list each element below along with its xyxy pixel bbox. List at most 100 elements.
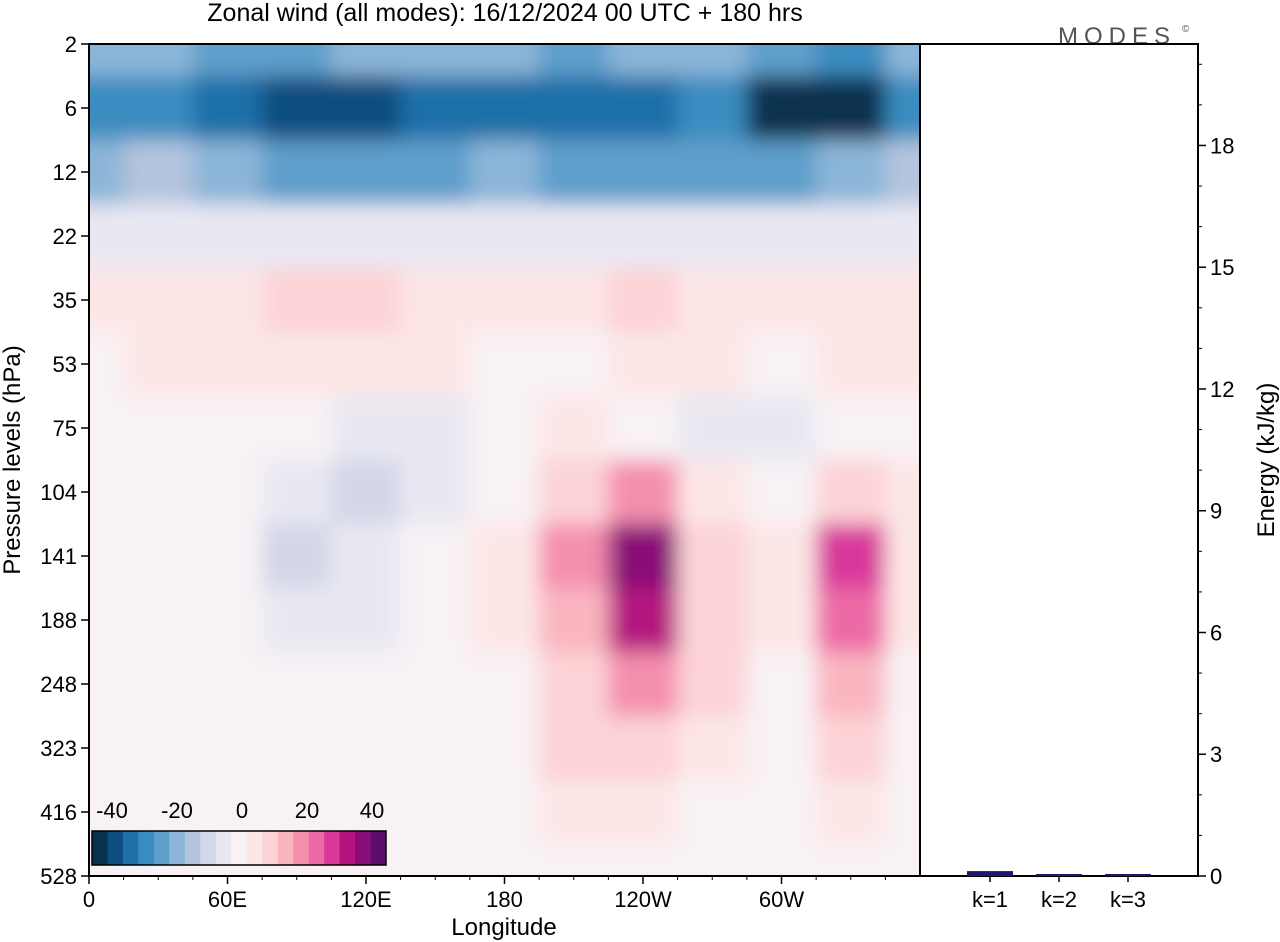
y-tick-label: 528 (40, 864, 77, 889)
heatmap-panel: 0 60E 120E 180 120W 60W 2 6 12 22 35 53 75 104 141 188… (40, 32, 921, 912)
heatmap-cell (89, 652, 125, 717)
colorbar-label: -20 (161, 798, 193, 823)
heatmap-cell (677, 396, 748, 461)
heatmap-cell (608, 140, 679, 205)
energy-bar (1036, 874, 1082, 876)
heatmap-cell (469, 780, 541, 845)
chart-title: Zonal wind (all modes): 16/12/2024 00 UT… (207, 0, 802, 27)
heatmap-cell (123, 140, 194, 205)
heatmap-cell (331, 204, 402, 269)
heatmap-cell (331, 396, 402, 461)
heatmap-cells (89, 44, 920, 876)
heatmap-cell (885, 204, 920, 269)
heatmap-cell (746, 460, 818, 525)
heatmap-cell (331, 332, 402, 397)
heatmap-cell (262, 652, 333, 717)
heatmap-cell (539, 652, 610, 717)
heatmap-cell (539, 780, 610, 845)
heatmap-cell (885, 332, 920, 397)
heatmap-cell (331, 588, 402, 653)
heatmap-cell (89, 460, 125, 525)
heatmap-cell (816, 716, 887, 781)
colorbar-labels: -40 -20 0 20 40 (96, 798, 384, 823)
heatmap-cell (816, 268, 887, 333)
heatmap-cell (123, 652, 194, 717)
x-tick-label: 120W (614, 887, 672, 912)
heatmap-cell (608, 268, 679, 333)
heatmap-cell (331, 268, 402, 333)
heatmap-cell (539, 588, 610, 653)
heatmap-cell (469, 332, 541, 397)
heatmap-cell (400, 716, 471, 781)
heatmap-cell (469, 716, 541, 781)
heatmap-cell (400, 524, 471, 589)
heatmap-cell (677, 332, 748, 397)
heatmap-cell (192, 652, 264, 717)
heatmap-cell (192, 524, 264, 589)
heatmap-cell (608, 716, 679, 781)
energy-tick-label: 12 (1210, 377, 1234, 402)
heatmap-cell (400, 204, 471, 269)
heatmap-cell (746, 780, 818, 845)
heatmap-cell (123, 268, 194, 333)
colorbar-swatch (231, 831, 248, 865)
heatmap-cell (469, 268, 541, 333)
colorbar-label: 0 (236, 798, 248, 823)
heatmap-cell (400, 460, 471, 525)
energy-y-ticks: 0 3 6 9 12 15 18 (1198, 63, 1234, 889)
heatmap-cell (469, 588, 541, 653)
heatmap-cell (192, 332, 264, 397)
colorbar-swatch (200, 831, 217, 865)
heatmap-cell (469, 844, 541, 876)
colorbar-swatch (339, 831, 356, 865)
heatmap-x-ticks: 0 60E 120E 180 120W 60W (83, 876, 886, 912)
heatmap-cell (400, 140, 471, 205)
heatmap-cell (262, 396, 333, 461)
heatmap-cell (677, 268, 748, 333)
colorbar-swatch (370, 831, 387, 865)
heatmap-cell (262, 268, 333, 333)
y-axis-title: Pressure levels (hPa) (0, 345, 26, 574)
heatmap-cell (608, 396, 679, 461)
heatmap-cell (608, 588, 679, 653)
heatmap-cell (331, 652, 402, 717)
heatmap-cell (608, 780, 679, 845)
heatmap-cell (331, 460, 402, 525)
x-tick-label: 120E (340, 887, 391, 912)
energy-bars (967, 871, 1151, 876)
heatmap-cell (89, 44, 125, 77)
heatmap-cell (331, 140, 402, 205)
heatmap-cell (608, 76, 679, 141)
heatmap-cell (123, 460, 194, 525)
y-tick-label: 141 (40, 544, 77, 569)
heatmap-cell (816, 44, 887, 77)
x-axis-title: Longitude (451, 914, 556, 941)
heatmap-cell (539, 396, 610, 461)
heatmap-cell (816, 396, 887, 461)
heatmap-cell (885, 652, 920, 717)
heatmap-cell (469, 76, 541, 141)
y-tick-label: 2 (65, 32, 77, 57)
heatmap-cell (89, 140, 125, 205)
y-tick-label: 248 (40, 672, 77, 697)
heatmap-cell (746, 652, 818, 717)
y-tick-label: 35 (53, 288, 77, 313)
colorbar-swatch (122, 831, 139, 865)
heatmap-cell (608, 44, 679, 77)
colorbar-swatch (184, 831, 201, 865)
y-tick-label: 22 (53, 224, 77, 249)
heatmap-cell (539, 460, 610, 525)
colorbar-swatch (215, 831, 232, 865)
heatmap-cell (262, 44, 333, 77)
colorbar-label: 20 (295, 798, 319, 823)
heatmap-cell (400, 652, 471, 717)
heatmap-cell (885, 780, 920, 845)
heatmap-cell (885, 588, 920, 653)
energy-tick-label: 15 (1210, 255, 1234, 280)
heatmap-cell (816, 524, 887, 589)
heatmap-cell (469, 524, 541, 589)
heatmap-cell (192, 716, 264, 781)
heatmap-cell (539, 204, 610, 269)
heatmap-cell (746, 76, 818, 141)
heatmap-cell (262, 332, 333, 397)
